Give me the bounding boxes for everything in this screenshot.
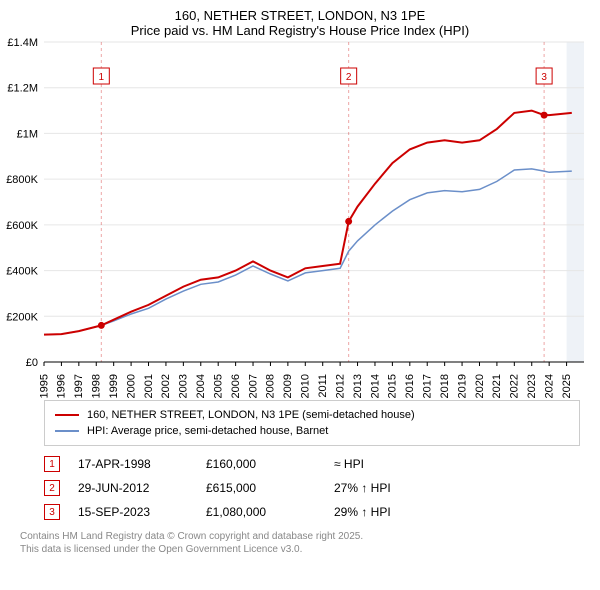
y-tick-label: £1.4M (7, 37, 38, 49)
chart-title-block: 160, NETHER STREET, LONDON, N3 1PE Price… (0, 0, 600, 42)
y-tick-label: £1.2M (7, 83, 38, 95)
x-tick-label: 2002 (160, 374, 172, 398)
sale-marker-number: 1 (99, 72, 105, 83)
future-band (567, 42, 584, 362)
legend-row: 160, NETHER STREET, LONDON, N3 1PE (semi… (55, 407, 569, 423)
chart-area: 123£0£200K£400K£600K£800K£1M£1.2M£1.4M19… (44, 42, 584, 392)
x-tick-label: 2017 (422, 374, 434, 398)
x-tick-label: 2008 (265, 374, 277, 398)
x-tick-label: 2000 (125, 374, 137, 398)
legend-row: HPI: Average price, semi-detached house,… (55, 423, 569, 439)
legend-label: 160, NETHER STREET, LONDON, N3 1PE (semi… (87, 409, 415, 421)
x-tick-label: 2006 (230, 374, 242, 398)
x-tick-label: 2014 (369, 374, 381, 398)
sale-price: £1,080,000 (206, 505, 316, 519)
sale-vs-hpi: ≈ HPI (334, 457, 364, 471)
x-tick-label: 2022 (509, 374, 521, 398)
sales-row: 2 29-JUN-2012 £615,000 27% ↑ HPI (44, 476, 580, 500)
sale-marker-number: 2 (346, 72, 352, 83)
sales-marker: 2 (44, 480, 60, 496)
price-chart: 123£0£200K£400K£600K£800K£1M£1.2M£1.4M19… (44, 42, 584, 392)
x-tick-label: 2018 (439, 374, 451, 398)
sale-date: 17-APR-1998 (78, 457, 188, 471)
legend: 160, NETHER STREET, LONDON, N3 1PE (semi… (44, 400, 580, 446)
y-tick-label: £400K (6, 266, 38, 278)
sale-marker-number: 3 (541, 72, 547, 83)
sale-point (541, 112, 548, 119)
sale-point (98, 322, 105, 329)
x-tick-label: 1995 (38, 374, 50, 398)
x-tick-label: 2016 (404, 374, 416, 398)
x-tick-label: 2020 (474, 374, 486, 398)
legend-label: HPI: Average price, semi-detached house,… (87, 425, 328, 437)
sale-vs-hpi: 29% ↑ HPI (334, 505, 391, 519)
x-tick-label: 2024 (543, 374, 555, 398)
x-tick-label: 1999 (108, 374, 120, 398)
sale-vs-hpi: 27% ↑ HPI (334, 481, 391, 495)
x-tick-label: 2021 (491, 374, 503, 398)
x-tick-label: 2019 (456, 374, 468, 398)
title-subtitle: Price paid vs. HM Land Registry's House … (0, 23, 600, 38)
footer-line1: Contains HM Land Registry data © Crown c… (20, 530, 580, 543)
y-tick-label: £200K (6, 311, 38, 323)
sale-price: £615,000 (206, 481, 316, 495)
x-tick-label: 2013 (352, 374, 364, 398)
x-tick-label: 2010 (300, 374, 312, 398)
x-tick-label: 1998 (91, 374, 103, 398)
x-tick-label: 2009 (282, 374, 294, 398)
x-tick-label: 2007 (247, 374, 259, 398)
sales-marker: 3 (44, 504, 60, 520)
x-tick-label: 2012 (334, 374, 346, 398)
hpi-line (44, 169, 572, 335)
x-tick-label: 1996 (56, 374, 68, 398)
sale-point (345, 218, 352, 225)
legend-swatch (55, 430, 79, 432)
x-tick-label: 2015 (387, 374, 399, 398)
x-tick-label: 2001 (143, 374, 155, 398)
x-tick-label: 2023 (526, 374, 538, 398)
x-tick-label: 1997 (73, 374, 85, 398)
footer-line2: This data is licensed under the Open Gov… (20, 543, 580, 556)
y-tick-label: £800K (6, 174, 38, 186)
x-tick-label: 2011 (317, 374, 329, 398)
x-tick-label: 2025 (561, 374, 573, 398)
sale-date: 29-JUN-2012 (78, 481, 188, 495)
property-line (44, 111, 572, 335)
x-tick-label: 2005 (212, 374, 224, 398)
title-address: 160, NETHER STREET, LONDON, N3 1PE (0, 8, 600, 23)
x-tick-label: 2004 (195, 374, 207, 398)
x-tick-label: 2003 (178, 374, 190, 398)
sales-table: 1 17-APR-1998 £160,000 ≈ HPI 2 29-JUN-2012 £61… (44, 452, 580, 524)
legend-swatch (55, 414, 79, 416)
sale-price: £160,000 (206, 457, 316, 471)
y-tick-label: £0 (26, 357, 38, 369)
sales-row: 1 17-APR-1998 £160,000 ≈ HPI (44, 452, 580, 476)
y-tick-label: £1M (17, 128, 38, 140)
footer-attribution: Contains HM Land Registry data © Crown c… (20, 530, 580, 556)
sales-row: 3 15-SEP-2023 £1,080,000 29% ↑ HPI (44, 500, 580, 524)
sales-marker: 1 (44, 456, 60, 472)
y-tick-label: £600K (6, 220, 38, 232)
sale-date: 15-SEP-2023 (78, 505, 188, 519)
